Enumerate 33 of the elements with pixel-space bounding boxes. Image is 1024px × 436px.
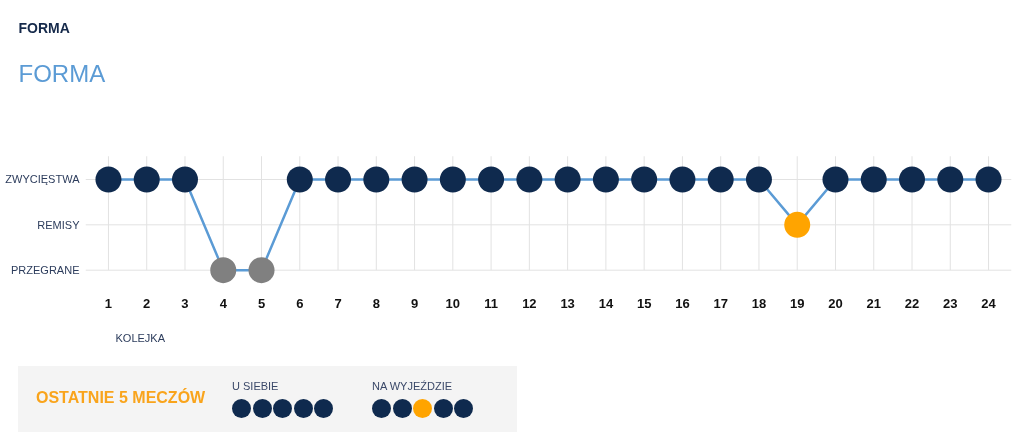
x-tick-label: 15	[636, 295, 652, 311]
text: OSTATNIE 5 MECZÓW	[36, 388, 206, 408]
x-tick-label: 8	[372, 295, 380, 311]
x-axis-title: KOLEJKA	[115, 331, 166, 344]
x-tick-label: 18	[751, 295, 767, 311]
chart-subtitle: FORMA	[18, 60, 106, 87]
chart-title: FORMA	[18, 20, 70, 36]
x-tick-label: 6	[296, 295, 304, 311]
x-tick-label: 19	[789, 295, 805, 311]
x-tick-label: 14	[598, 295, 614, 311]
text: PRZEGRANE	[11, 264, 80, 277]
x-tick-label: 23	[943, 295, 958, 311]
x-tick-label: 2	[143, 295, 151, 311]
text: U SIEBIE	[232, 379, 279, 393]
x-tick-label: 5	[257, 295, 266, 311]
x-tick-label: 21	[866, 295, 881, 311]
x-tick-label: 1	[104, 295, 113, 311]
text: REMISY	[37, 218, 81, 231]
x-tick-label: 3	[181, 295, 189, 311]
x-tick-label: 20	[828, 295, 843, 311]
x-tick-label: 13	[560, 295, 575, 311]
x-tick-label: 16	[675, 295, 690, 311]
x-tick-label: 12	[522, 295, 537, 311]
x-tick-label: 24	[981, 295, 997, 311]
x-tick-label: 4	[219, 295, 228, 311]
text: ZWYCIĘSTWA	[5, 173, 81, 186]
x-tick-label: 22	[904, 295, 920, 311]
x-tick-label: 7	[334, 295, 342, 311]
text: NA WYJEŹDZIE	[372, 379, 453, 393]
x-tick-label: 10	[445, 295, 461, 311]
x-tick-label: 17	[713, 295, 728, 311]
x-tick-label: 11	[484, 295, 498, 311]
x-tick-label: 9	[410, 295, 419, 311]
